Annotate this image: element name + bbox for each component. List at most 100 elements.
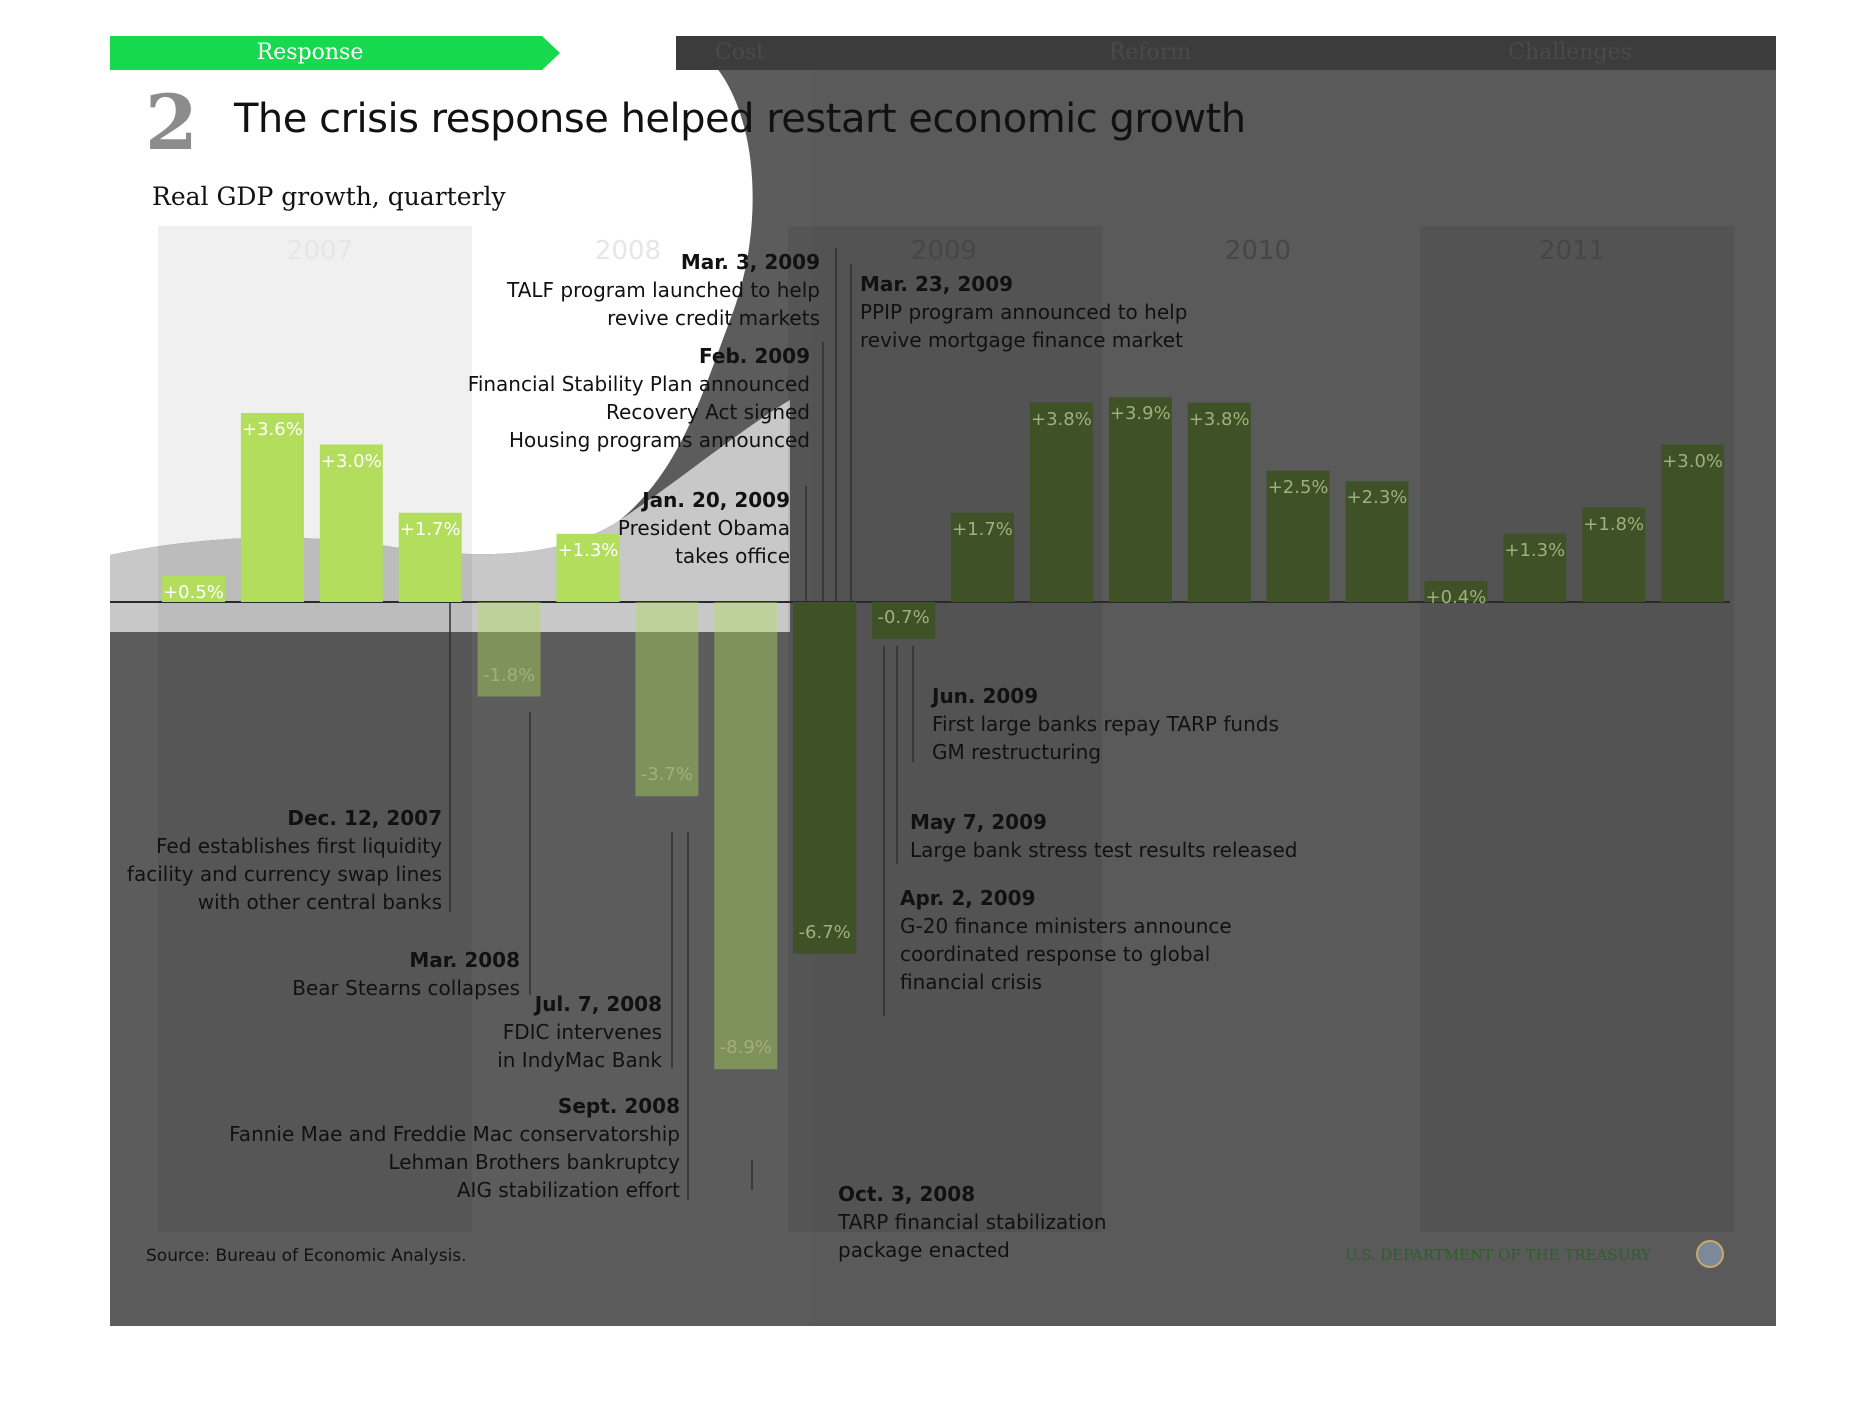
event-date: Dec. 12, 2007 xyxy=(287,806,442,830)
event-description: TALF program launched to help xyxy=(507,278,820,302)
event-date: Apr. 2, 2009 xyxy=(900,886,1036,910)
event-description: Lehman Brothers bankruptcy xyxy=(388,1150,680,1174)
event-annotation: Sept. 2008 Fannie Mae and Freddie Mac con… xyxy=(229,1092,680,1204)
bar-value-label: -0.7% xyxy=(877,606,930,628)
event-description: with other central banks xyxy=(197,890,442,914)
event-annotation: Jun. 2009 First large banks repay TARP fu… xyxy=(932,682,1279,766)
bar-value-label: +1.8% xyxy=(1583,513,1645,535)
year-band-2011 xyxy=(1420,226,1734,1232)
treasury-seal-icon xyxy=(1696,1240,1724,1268)
bar-value-label: -8.9% xyxy=(719,1037,772,1059)
tab-challenges[interactable]: Challenges xyxy=(1508,40,1632,65)
event-description: in IndyMac Bank xyxy=(497,1048,662,1072)
event-description: President Obama xyxy=(617,516,790,540)
gdp-bar xyxy=(1661,444,1725,602)
department-name: U.S. DEPARTMENT OF THE TREASURY xyxy=(1345,1246,1652,1264)
bar-value-label: +3.0% xyxy=(320,450,382,472)
bar-value-label: +3.8% xyxy=(1188,408,1250,430)
event-description: Large bank stress test results released xyxy=(910,838,1298,862)
gdp-bar xyxy=(319,444,383,602)
event-description: package enacted xyxy=(838,1238,1010,1262)
bar-value-label: +1.7% xyxy=(399,518,461,540)
event-date: Mar. 2008 xyxy=(409,948,520,972)
bar-value-label: +2.3% xyxy=(1346,487,1408,509)
event-date: Sept. 2008 xyxy=(557,1094,680,1118)
bar-value-label: +2.5% xyxy=(1267,476,1329,498)
event-description: revive credit markets xyxy=(607,306,820,330)
event-annotation: Dec. 12, 2007 Fed establishes first liqui… xyxy=(127,804,442,916)
event-description: GM restructuring xyxy=(932,740,1102,764)
tab-cost[interactable]: Cost xyxy=(714,40,766,65)
dark-panel xyxy=(812,36,1776,1326)
gdp-bar xyxy=(556,533,620,602)
bar-value-label: +0.5% xyxy=(163,581,224,603)
event-description: FDIC intervenes xyxy=(502,1020,662,1044)
gdp-bar xyxy=(1029,402,1093,602)
event-date: Mar. 23, 2009 xyxy=(860,272,1014,296)
page-title: The crisis response helped restart econo… xyxy=(234,96,1246,142)
gdp-bar xyxy=(398,512,462,602)
gdp-bar xyxy=(1345,481,1409,602)
gdp-bar xyxy=(793,602,857,954)
event-description: facility and currency swap lines xyxy=(126,862,442,886)
event-annotation: May 7, 2009 Large bank stress test result… xyxy=(910,808,1298,864)
event-annotation: Jan. 20, 2009 President Obama takes office xyxy=(618,486,790,570)
source-note: Source: Bureau of Economic Analysis. xyxy=(146,1246,467,1266)
event-date: Feb. 2009 xyxy=(699,344,810,368)
event-annotation: Jul. 7, 2008 FDIC intervenes in IndyMac Ba… xyxy=(497,990,662,1074)
gdp-bar xyxy=(1266,470,1330,602)
bar-value-label: -1.8% xyxy=(482,664,536,686)
event-description: PPIP program announced to help xyxy=(860,300,1188,324)
event-date: Jan. 20, 2009 xyxy=(642,488,790,512)
bar-value-label: +1.7% xyxy=(952,518,1013,540)
gdp-bar xyxy=(477,602,541,697)
gdp-bar xyxy=(1187,402,1251,602)
event-date: Oct. 3, 2008 xyxy=(838,1182,976,1206)
year-label: 2007 xyxy=(286,236,354,266)
event-description: Recovery Act signed xyxy=(606,400,810,424)
event-description: coordinated response to global xyxy=(900,942,1211,966)
bar-value-label: +1.3% xyxy=(557,539,619,561)
event-description: Fannie Mae and Freddie Mac conservatorsh… xyxy=(229,1122,680,1146)
event-description: TARP financial stabilization xyxy=(838,1210,1107,1234)
gdp-bar xyxy=(872,602,936,639)
bar-value-label: -6.7% xyxy=(798,921,851,943)
event-date: May 7, 2009 xyxy=(910,810,1047,834)
gdp-bar xyxy=(714,602,778,1070)
event-description: financial crisis xyxy=(900,970,1043,994)
gdp-bar xyxy=(240,413,304,602)
event-description: Fed establishes first liquidity xyxy=(156,834,442,858)
event-annotation: Oct. 3, 2008 TARP financial stabilization… xyxy=(838,1180,1107,1264)
event-annotation: Mar. 3, 2009 TALF program launched to hel… xyxy=(507,248,820,332)
event-annotation: Mar. 23, 2009 PPIP program announced to h… xyxy=(860,270,1187,354)
event-description: AIG stabilization effort xyxy=(456,1178,680,1202)
event-description: revive mortgage finance market xyxy=(860,328,1183,352)
year-label: 2010 xyxy=(1224,236,1292,266)
event-description: G-20 finance ministers announce xyxy=(900,914,1232,938)
year-label: 2009 xyxy=(910,236,978,266)
nav-bar xyxy=(676,36,1776,70)
bar-value-label: +3.8% xyxy=(1030,408,1092,430)
event-description: takes office xyxy=(675,544,790,568)
event-date: Jun. 2009 xyxy=(932,684,1039,708)
event-description: Bear Stearns collapses xyxy=(292,976,520,1000)
year-label: 2008 xyxy=(594,236,662,266)
bar-value-label: +3.0% xyxy=(1662,450,1723,472)
tab-reform[interactable]: Reform xyxy=(1108,40,1192,65)
event-description: Housing programs announced xyxy=(509,428,810,452)
year-band-2007 xyxy=(158,226,472,1232)
event-description: Financial Stability Plan announced xyxy=(467,372,810,396)
year-label: 2011 xyxy=(1538,236,1606,266)
event-annotation: Apr. 2, 2009 G-20 finance ministers annou… xyxy=(900,884,1232,996)
gdp-bar xyxy=(951,512,1014,602)
event-date: Mar. 3, 2009 xyxy=(680,250,820,274)
gdp-bar xyxy=(1582,507,1646,602)
event-annotation: Feb. 2009 Financial Stability Plan announ… xyxy=(468,342,810,454)
bar-value-label: +0.4% xyxy=(1425,587,1487,608)
tab-response-bg[interactable] xyxy=(110,36,560,70)
gdp-bar xyxy=(1108,397,1172,602)
event-description: First large banks repay TARP funds xyxy=(932,712,1279,736)
tab-response[interactable]: Response xyxy=(256,40,364,65)
